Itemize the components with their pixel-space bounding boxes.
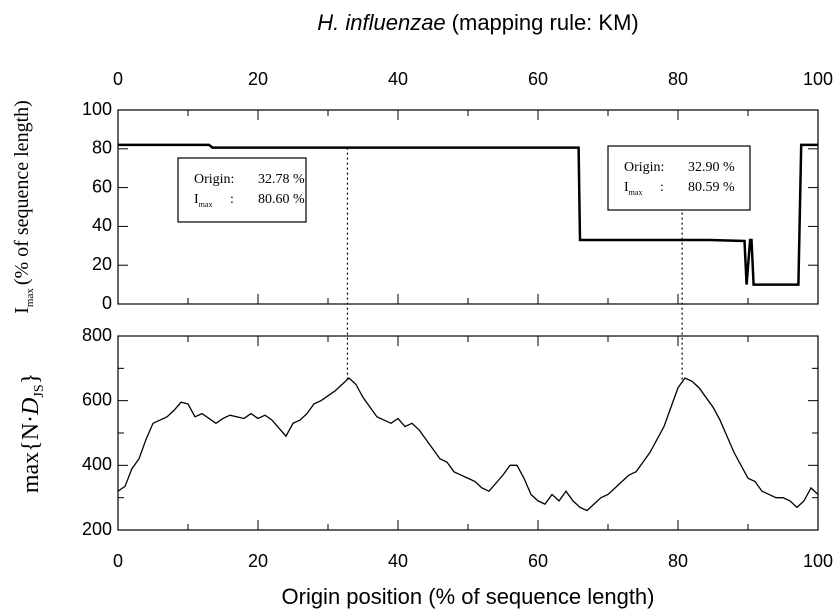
plot-frame <box>117 335 819 531</box>
annotation-imax: I <box>624 180 629 195</box>
y-label-sub: max <box>24 288 36 307</box>
y-tick-label: 0 <box>102 293 112 313</box>
x-tick-label: 0 <box>113 69 123 89</box>
annotation-value: 32.78 % <box>258 172 305 187</box>
data-line <box>117 377 819 512</box>
annotation-label: Origin: <box>624 160 664 175</box>
annotation-value: 80.60 % <box>258 192 305 207</box>
y-tick-label: 600 <box>82 389 112 409</box>
x-tick-label: 100 <box>803 69 833 89</box>
y-label-post: } <box>18 373 44 385</box>
y-tick-label: 100 <box>82 99 112 119</box>
y-tick-label: 800 <box>82 325 112 345</box>
x-tick-label: 80 <box>668 551 688 571</box>
x-tick-label: 20 <box>248 551 268 571</box>
y-tick-label: 20 <box>92 254 112 274</box>
x-axis-label: Origin position (% of sequence length) <box>282 584 655 609</box>
annotation-imax-sub: max <box>629 188 643 197</box>
data-line <box>118 143 818 286</box>
annotation-box <box>177 157 307 223</box>
y-axis-label: max{N·DJS} <box>18 373 47 493</box>
chart-title: H. influenzae (mapping rule: KM) <box>317 10 639 35</box>
annotation-label: Imax <box>194 192 212 209</box>
y-tick-label: 40 <box>92 215 112 235</box>
annotation-value: 80.59 % <box>688 180 735 195</box>
y-tick-label: 200 <box>82 519 112 539</box>
y-label-text: (% of sequence length) <box>11 100 33 285</box>
annotation-label: Imax <box>624 180 642 197</box>
annotation-imax-sub: max <box>199 200 213 209</box>
x-tick-label: 60 <box>528 69 548 89</box>
x-tick-label: 80 <box>668 69 688 89</box>
annotation-colon: : <box>230 192 234 207</box>
x-tick-label: 40 <box>388 551 408 571</box>
y-tick-label: 60 <box>92 176 112 196</box>
annotation-box <box>607 145 751 211</box>
x-tick-label: 40 <box>388 69 408 89</box>
title-text: (mapping rule: KM) <box>452 10 639 35</box>
title-italic: H. influenzae <box>317 10 445 35</box>
x-tick-label: 100 <box>803 551 833 571</box>
y-label-italic: D <box>18 398 44 416</box>
annotation-value: 32.90 % <box>688 160 735 175</box>
annotation-imax: I <box>194 192 199 207</box>
x-tick-label: 20 <box>248 69 268 89</box>
annotation-colon: : <box>660 180 664 195</box>
y-tick-label: 400 <box>82 454 112 474</box>
x-tick-label: 60 <box>528 551 548 571</box>
x-tick-label: 0 <box>113 551 123 571</box>
y-label-sub: JS <box>32 384 47 397</box>
annotation-label: Origin: <box>194 172 234 187</box>
y-axis-label: Imax (% of sequence length) <box>11 100 36 314</box>
y-label-pre: max{N· <box>18 415 44 493</box>
y-tick-label: 80 <box>92 138 112 158</box>
y-label-main: I <box>11 307 33 314</box>
